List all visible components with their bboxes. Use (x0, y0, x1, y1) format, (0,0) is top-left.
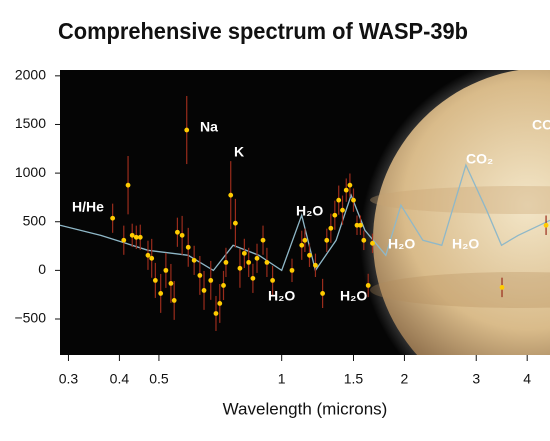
data-point (175, 229, 180, 235)
data-point (241, 250, 247, 256)
y-tick-label: 2000 (15, 67, 46, 83)
data-point (149, 255, 155, 261)
data-point (340, 207, 345, 213)
data-point (354, 222, 360, 228)
data-point (171, 298, 177, 303)
data-point (137, 234, 143, 240)
data-point (197, 273, 203, 278)
data-point (110, 215, 116, 221)
data-point (232, 220, 238, 226)
data-point (125, 182, 131, 188)
x-tick-label: 1.5 (344, 371, 364, 387)
data-point (208, 277, 214, 283)
y-tick-label: −500 (14, 310, 46, 326)
x-tick-label: 2 (401, 371, 409, 387)
x-tick-label: 4 (523, 371, 531, 387)
data-point (264, 259, 270, 265)
data-point (302, 237, 308, 243)
data-point (336, 197, 342, 203)
annotation: H₂O (340, 288, 367, 304)
y-tick-label: 0 (38, 261, 46, 277)
data-point (260, 237, 266, 243)
data-point (246, 259, 252, 265)
data-point (158, 291, 164, 296)
x-axis-label: Wavelength (microns) (223, 399, 388, 418)
data-point (213, 311, 219, 316)
x-tick-label: 3 (472, 371, 480, 387)
x-tick-label: 0.5 (149, 371, 169, 387)
data-point (254, 255, 260, 261)
data-point (145, 252, 151, 258)
data-point (324, 237, 330, 243)
data-point (152, 277, 158, 283)
annotation: H₂O (452, 236, 479, 252)
data-point (351, 197, 356, 203)
plot-layer: H/He Na K H₂O H₂O H₂O H₂O H₂O CO₂ CO (60, 95, 550, 331)
annotation: Na (200, 119, 218, 135)
data-point (370, 240, 375, 246)
data-point (217, 301, 223, 306)
chart-title: Comprehensive spectrum of WASP-39b (58, 18, 468, 44)
annotation: CO (532, 117, 550, 133)
annotation: H₂O (388, 236, 415, 252)
x-tick-label: 1 (278, 371, 286, 387)
data-point (201, 288, 207, 293)
data-point (184, 127, 190, 133)
plot-background: H/He Na K H₂O H₂O H₂O H₂O H₂O CO₂ CO (60, 70, 550, 355)
data-point (223, 259, 229, 265)
data-point (228, 192, 234, 198)
y-tick-label: 1000 (15, 164, 46, 180)
data-point (543, 222, 549, 228)
data-point (185, 244, 191, 250)
data-point (237, 265, 243, 271)
annotation: K (234, 144, 244, 160)
x-tick-label: 0.4 (110, 371, 130, 387)
annotation: CO₂ (466, 151, 493, 167)
annotation: H₂O (296, 203, 323, 219)
x-tick-label: 0.3 (59, 371, 79, 387)
data-point (320, 291, 326, 296)
data-point (361, 237, 367, 243)
y-tick-label: 500 (23, 212, 47, 228)
data-point (299, 242, 305, 248)
data-point (313, 262, 318, 268)
data-point (250, 275, 256, 281)
data-point (168, 281, 174, 286)
data-point (133, 234, 139, 240)
data-point (365, 283, 371, 288)
data-point (343, 187, 349, 193)
data-point (163, 267, 169, 273)
annotation: H₂O (268, 288, 295, 304)
y-tick-label: 1500 (15, 115, 46, 131)
data-point (129, 232, 135, 238)
model-line (60, 163, 550, 272)
data-point (270, 277, 275, 283)
annotation: H/He (72, 199, 104, 215)
data-point (499, 284, 505, 290)
data-point (191, 257, 197, 263)
data-point (332, 212, 338, 218)
data-point (221, 283, 226, 288)
data-point (358, 222, 363, 228)
data-point (328, 225, 334, 231)
data-point (347, 182, 353, 188)
data-point (289, 267, 295, 273)
data-point (307, 252, 312, 258)
data-point (179, 232, 185, 238)
data-point (121, 237, 127, 243)
